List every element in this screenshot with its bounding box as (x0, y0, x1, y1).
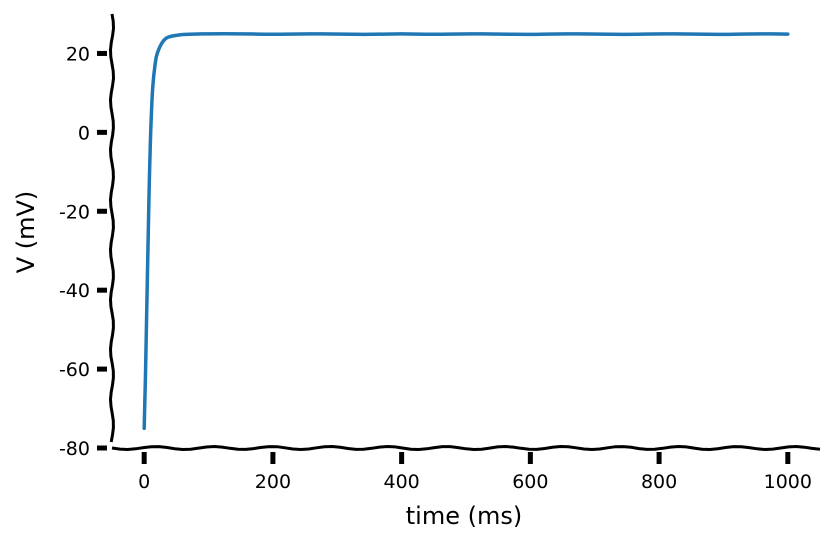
y-tick-label: -40 (59, 280, 90, 302)
y-tick-label: 0 (78, 122, 90, 144)
x-tick-label: 400 (384, 471, 420, 493)
x-tick-label: 1000 (764, 471, 812, 493)
y-axis-label: V (mV) (12, 191, 40, 274)
series-line (142, 31, 790, 431)
x-tick-label: 200 (255, 471, 291, 493)
axes (108, 13, 821, 452)
y-tick-label: -60 (59, 359, 90, 381)
x-axis-line (111, 444, 821, 452)
y-ticks: -80 -60 -40 -20 0 20 (59, 43, 107, 460)
x-ticks: 0 200 400 600 800 1000 (138, 452, 812, 493)
x-tick-label: 0 (138, 471, 150, 493)
y-tick-label: 20 (66, 43, 90, 65)
x-axis-label: time (ms) (406, 502, 522, 530)
y-axis-line (108, 13, 116, 443)
y-tick-label: -80 (59, 438, 90, 460)
x-tick-label: 600 (512, 471, 548, 493)
x-tick-label: 800 (641, 471, 677, 493)
y-tick-label: -20 (59, 201, 90, 223)
plot-series (142, 31, 790, 431)
